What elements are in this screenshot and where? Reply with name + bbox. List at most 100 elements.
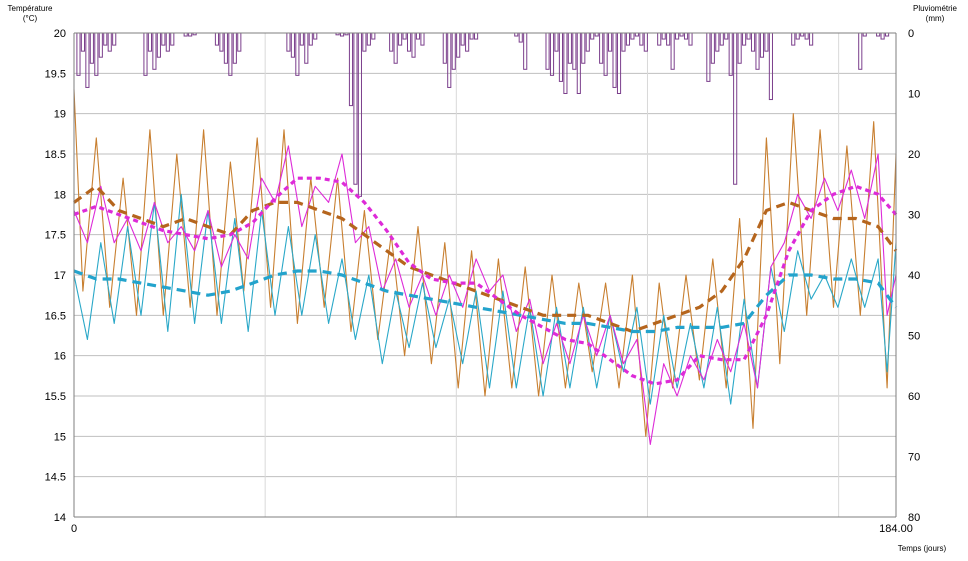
x-tick-label: 0: [71, 523, 77, 535]
rainfall-bar: [447, 32, 452, 88]
rainfall-bar: [147, 32, 153, 52]
y-right-tick-label: 60: [908, 391, 920, 403]
rainfall-bar: [456, 32, 461, 58]
right-axis-title-line2: (mm): [926, 14, 945, 23]
x-tick-label: 184.00: [879, 523, 913, 535]
rainfall-bar: [710, 32, 715, 64]
temperature-series: [73, 89, 898, 445]
rainfall-bar: [576, 32, 581, 94]
y-left-tick-label: 14.5: [45, 472, 66, 484]
rainfall-bar: [286, 32, 291, 52]
rainfall-bar: [304, 32, 309, 64]
rainfall-bar: [755, 32, 760, 70]
rainfall-bar: [348, 32, 354, 107]
rainfall-bar: [572, 32, 577, 70]
rainfall-bar: [366, 32, 371, 46]
y-right-tick-label: 70: [908, 452, 920, 464]
y-left-tick-label: 15: [54, 431, 66, 443]
y-left-tick-label: 15.5: [45, 391, 66, 403]
rainfall-bar: [94, 32, 99, 76]
rainfall-bar: [670, 32, 675, 70]
rainfall-bar: [223, 32, 228, 64]
rainfall-bar: [625, 32, 631, 46]
rainfall-bar: [393, 32, 398, 64]
rainfall-bar: [98, 32, 103, 58]
rainfall-bar: [719, 32, 724, 46]
rainfall-bar: [469, 32, 474, 40]
rainfall-bar: [442, 32, 447, 64]
rainfall-bar: [165, 32, 170, 52]
series-line-brown_dash: [73, 184, 898, 334]
rainfall-bar: [545, 32, 550, 70]
rainfall-bar: [880, 32, 885, 40]
rainfall-bar: [590, 32, 595, 40]
rainfall-bar: [299, 32, 304, 46]
rainfall-bar: [675, 32, 680, 40]
y-left-tick-label: 19: [54, 109, 66, 121]
y-left-tick-label: 20: [54, 28, 66, 40]
rainfall-bar: [406, 32, 412, 52]
rainfall-bar: [728, 32, 733, 76]
y-right-tick-label: 10: [908, 89, 920, 101]
rainfall-bar: [228, 32, 233, 76]
rainfall-bar: [362, 32, 367, 52]
y-right-tick-label: 30: [908, 210, 920, 222]
rainfall-bar: [290, 32, 295, 58]
rainfall-bar: [759, 32, 765, 58]
rainfall-bar: [630, 32, 635, 40]
rainfall-bars: [76, 32, 890, 197]
rainfall-bar: [103, 32, 108, 46]
rainfall-bar: [639, 32, 644, 46]
series-line-magenta_dash: [73, 176, 898, 386]
rainfall-bar: [371, 32, 376, 40]
rainfall-bar: [791, 32, 796, 46]
rainfall-bar: [89, 32, 94, 64]
rainfall-bar: [715, 32, 720, 52]
rainfall-bar: [612, 32, 617, 88]
rainfall-bar: [742, 32, 747, 46]
rainfall-bar: [643, 32, 648, 52]
rainfall-bar: [152, 32, 157, 70]
tick-labels: 14 14.5 15 15.5 16 16.5 17 17.5 18 18.5 19 19.5 20 0 1…: [45, 28, 921, 535]
rainfall-bar: [156, 32, 161, 58]
rainfall-bar: [415, 32, 421, 40]
y-left-tick-label: 16.5: [45, 310, 66, 322]
rainfall-bar: [549, 32, 555, 76]
rainfall-bar: [143, 32, 148, 76]
rainfall-bar: [599, 32, 604, 64]
rainfall-bar: [85, 32, 90, 88]
rainfall-bar: [411, 32, 416, 58]
y-right-tick-label: 0: [908, 28, 914, 40]
rainfall-bar: [389, 32, 394, 52]
rainfall-bar: [804, 32, 809, 40]
rainfall-bar: [621, 32, 626, 52]
rainfall-bar: [768, 32, 773, 101]
rainfall-bar: [518, 32, 523, 43]
rainfall-bar: [353, 32, 358, 185]
y-left-tick-label: 16: [54, 351, 66, 363]
rainfall-bar: [724, 32, 729, 40]
rainfall-bar: [237, 32, 242, 52]
rainfall-bar: [688, 32, 693, 46]
rainfall-bar: [581, 32, 586, 64]
y-right-tick-label: 50: [908, 331, 920, 343]
rainfall-bar: [308, 32, 313, 46]
rainfall-bar: [523, 32, 528, 70]
rainfall-bar: [214, 32, 220, 46]
rainfall-bar: [313, 32, 318, 40]
rainfall-bar: [603, 32, 608, 76]
rainfall-bar: [683, 32, 689, 40]
rainfall-bar: [809, 32, 814, 46]
rainfall-bar: [661, 32, 666, 40]
rainfall-bar: [420, 32, 425, 46]
rainfall-bar: [616, 32, 622, 94]
y-left-tick-label: 19.5: [45, 68, 66, 80]
rainfall-bar: [295, 32, 300, 76]
rainfall-bar: [554, 32, 559, 52]
rainfall-bar: [666, 32, 671, 46]
rainfall-bar: [170, 32, 175, 46]
rainfall-bar: [764, 32, 769, 52]
rainfall-bar: [585, 32, 590, 52]
rainfall-bar: [161, 32, 166, 46]
